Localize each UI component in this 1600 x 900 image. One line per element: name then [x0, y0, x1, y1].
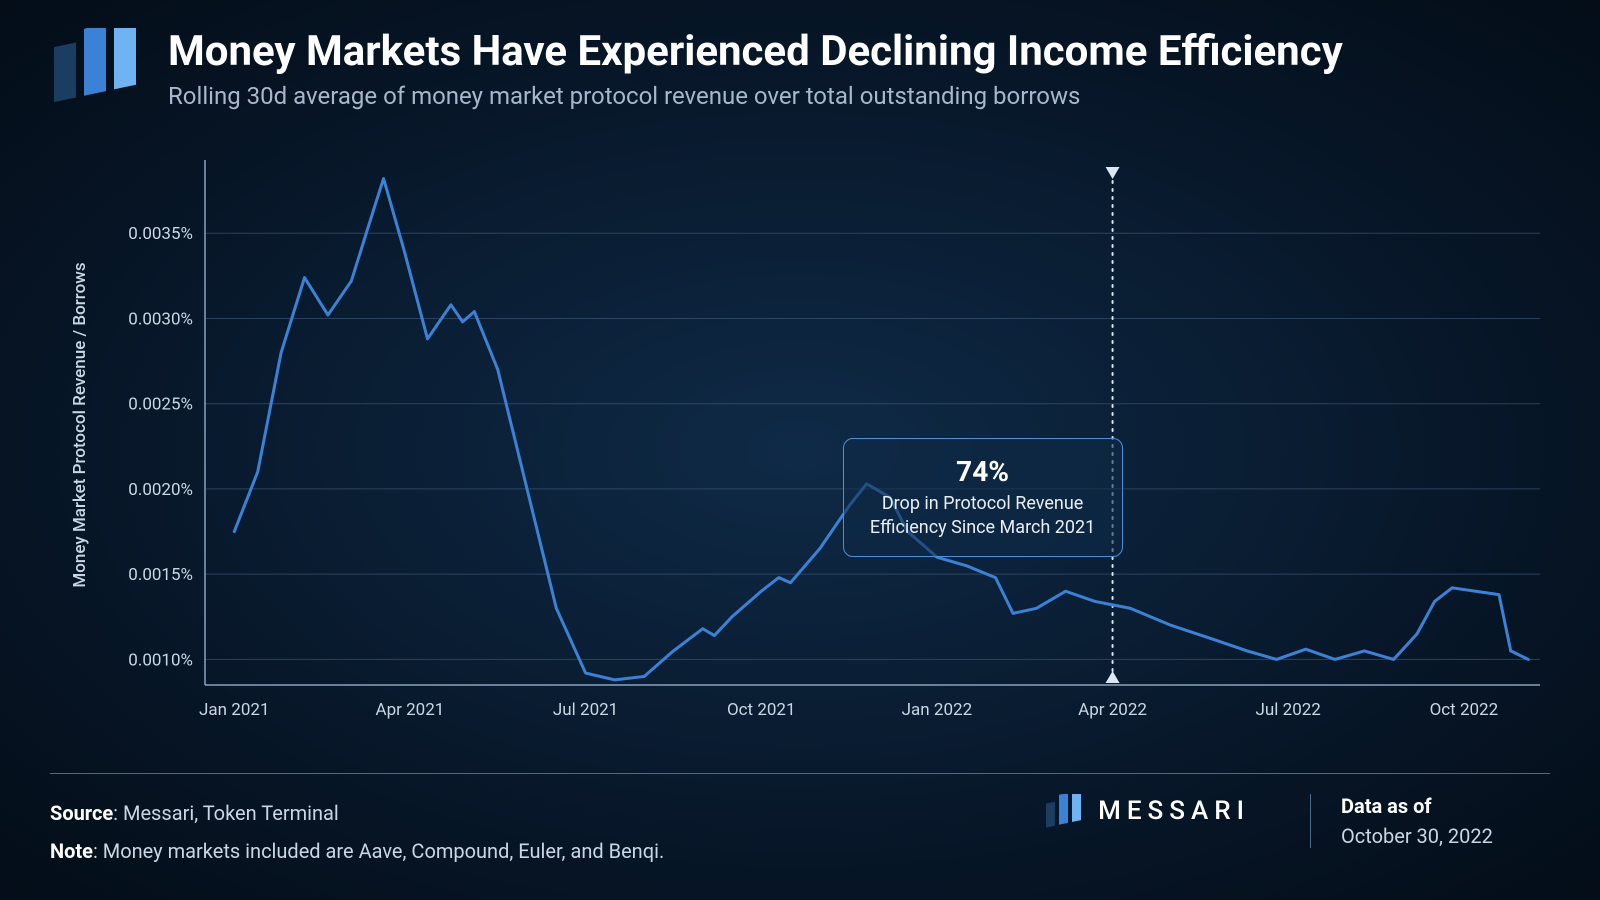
svg-text:Jan 2022: Jan 2022	[902, 700, 972, 720]
svg-text:Oct 2021: Oct 2021	[727, 700, 796, 720]
date-value: October 30, 2022	[1341, 824, 1550, 848]
header: Money Markets Have Experienced Declining…	[50, 28, 1550, 110]
chart-subtitle: Rolling 30d average of money market prot…	[168, 82, 1550, 110]
svg-text:0.0020%: 0.0020%	[128, 480, 193, 500]
svg-text:0.0035%: 0.0035%	[128, 224, 193, 244]
svg-text:Apr 2021: Apr 2021	[376, 700, 445, 720]
chart-title: Money Markets Have Experienced Declining…	[168, 28, 1550, 76]
svg-text:Jan 2021: Jan 2021	[199, 700, 269, 720]
callout-text: Drop in Protocol Revenue Efficiency Sinc…	[866, 492, 1100, 541]
footer: Source: Messari, Token Terminal Note: Mo…	[50, 773, 1550, 870]
svg-text:0.0025%: 0.0025%	[128, 395, 193, 415]
footer-brand: MESSARI	[1044, 794, 1280, 828]
callout-box: 74% Drop in Protocol Revenue Efficiency …	[843, 438, 1123, 558]
line-chart: 0.0010% 0.0015% 0.0020% 0.0025% 0.0030% 0.003…	[50, 155, 1550, 735]
svg-text:0.0015%: 0.0015%	[128, 565, 193, 585]
brand-text: MESSARI	[1098, 796, 1250, 826]
messari-logo-icon	[50, 28, 140, 103]
chart-area: 0.0010% 0.0015% 0.0020% 0.0025% 0.0030% 0.003…	[50, 155, 1550, 735]
footer-notes: Source: Messari, Token Terminal Note: Mo…	[50, 794, 1014, 870]
svg-text:Money Market Protocol Revenue: Money Market Protocol Revenue / Borrows	[70, 262, 90, 587]
footer-date: Data as of October 30, 2022	[1310, 794, 1550, 848]
svg-text:Apr 2022: Apr 2022	[1078, 700, 1147, 720]
callout-headline: 74%	[866, 455, 1100, 488]
header-titles: Money Markets Have Experienced Declining…	[168, 28, 1550, 110]
svg-text:Jul 2022: Jul 2022	[1256, 700, 1321, 720]
svg-text:Oct 2022: Oct 2022	[1430, 700, 1499, 720]
svg-text:0.0030%: 0.0030%	[128, 309, 193, 329]
svg-text:Jul 2021: Jul 2021	[553, 700, 618, 720]
date-label: Data as of	[1341, 794, 1550, 818]
svg-text:0.0010%: 0.0010%	[128, 650, 193, 670]
messari-logo-small-icon	[1044, 794, 1084, 828]
